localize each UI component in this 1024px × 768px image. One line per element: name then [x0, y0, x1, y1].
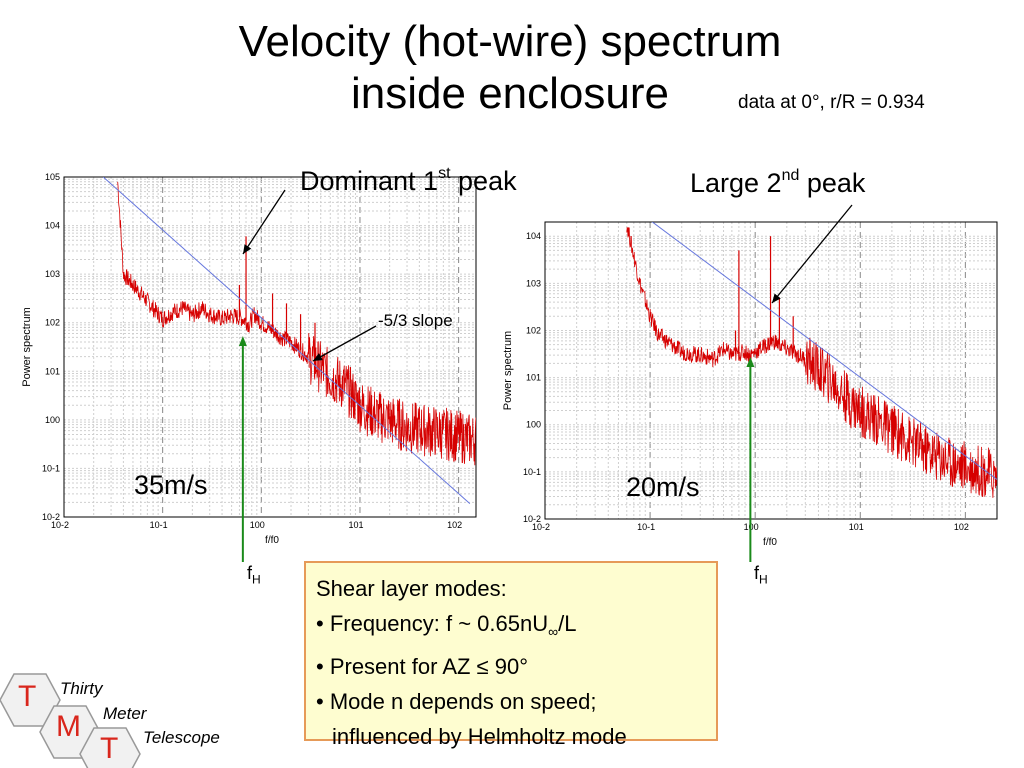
- logo-letter-t2: T: [100, 732, 119, 765]
- logo-word-meter: Meter: [103, 704, 147, 723]
- title-line-2: inside enclosure: [351, 69, 669, 118]
- fh-label-left: fH: [247, 563, 261, 587]
- fh-arrow-head: [238, 336, 247, 346]
- x-tick-label: 10-1: [637, 522, 655, 532]
- x-tick-label: 100: [250, 520, 265, 530]
- tmt-logo-hexagons: [0, 673, 141, 768]
- second-peak-callout: Large 2nd peak: [690, 167, 866, 198]
- y-tick-label: 10-2: [42, 512, 60, 522]
- notes-item-helmholtz: influenced by Helmholtz mode: [332, 724, 627, 750]
- logo-word-thirty: Thirty: [60, 679, 103, 698]
- y-tick-label: 10-1: [523, 467, 541, 477]
- speed-label-right: 20m/s: [626, 472, 700, 502]
- spectrum-line: [117, 181, 476, 466]
- x-tick-label: 102: [447, 520, 462, 530]
- data-condition-subtitle: data at 0°, r/R = 0.934: [738, 92, 925, 113]
- logo-letter-t1: T: [18, 680, 37, 713]
- plot-area: [102, 177, 476, 505]
- notes-item-frequency: • Frequency: f ~ 0.65nU∞/L: [316, 611, 577, 640]
- slope-arrow-head: [313, 353, 323, 361]
- logo-letter-m: M: [56, 710, 81, 743]
- title-line-1: Velocity (hot-wire) spectrum: [238, 17, 782, 66]
- x-tick-label: 10-2: [51, 520, 69, 530]
- slide-title: Velocity (hot-wire) spectrum inside encl…: [150, 16, 870, 120]
- first-peak-arrow-line: [242, 189, 286, 255]
- y-tick-label: 101: [526, 373, 541, 383]
- x-axis-label: f/f0: [265, 535, 279, 546]
- x-tick-label: 101: [348, 520, 363, 530]
- y-tick-label: 10-1: [42, 463, 60, 473]
- y-tick-label: 100: [45, 415, 60, 425]
- plot-frame: [63, 176, 477, 518]
- notes-item-az: • Present for AZ ≤ 90°: [316, 654, 528, 680]
- plot-area: [626, 222, 997, 498]
- x-tick-label: 10-1: [150, 520, 168, 530]
- y-tick-label: 102: [526, 325, 541, 335]
- slope-label: -5/3 slope: [378, 311, 453, 330]
- y-tick-label: 102: [45, 318, 60, 328]
- slope-line: [651, 222, 997, 480]
- x-tick-label: 10-2: [532, 522, 550, 532]
- y-tick-label: 105: [45, 172, 60, 182]
- spectrum-line: [626, 227, 997, 498]
- slope-arrow-line: [312, 325, 377, 362]
- y-tick-label: 10-2: [523, 514, 541, 524]
- fh-arrow-head: [746, 357, 755, 367]
- chart-1: 10-2 10-1 100 101 102 10-2 10-1 100 101 102 103 104…: [21, 172, 477, 546]
- y-axis-label: Power spectrum: [21, 307, 33, 386]
- y-tick-label: 104: [526, 231, 541, 241]
- slope-line: [102, 177, 471, 505]
- fh-label-right: fH: [754, 563, 768, 587]
- shear-layer-notes: Shear layer modes: • Frequency: f ~ 0.65…: [304, 561, 718, 749]
- y-axis-label: Power spectrum: [502, 331, 514, 410]
- y-tick-label: 101: [45, 366, 60, 376]
- y-tick-label: 100: [526, 420, 541, 430]
- second-peak-arrow-line: [771, 204, 853, 304]
- notes-heading: Shear layer modes:: [316, 576, 507, 601]
- speed-label-left: 35m/s: [134, 470, 208, 500]
- y-tick-label: 103: [526, 278, 541, 288]
- x-tick-label: 102: [954, 522, 969, 532]
- second-peak-arrow-head: [772, 293, 781, 303]
- first-peak-arrow-head: [243, 244, 252, 254]
- logo-word-telescope: Telescope: [143, 728, 220, 747]
- x-tick-label: 101: [849, 522, 864, 532]
- y-tick-label: 103: [45, 269, 60, 279]
- tmt-logo: T M T Thirty Meter Telescope: [0, 670, 260, 768]
- notes-item-mode: • Mode n depends on speed;: [316, 689, 597, 715]
- x-axis-label: f/f0: [763, 537, 777, 548]
- plot-frame: [544, 221, 998, 520]
- y-tick-label: 104: [45, 221, 60, 231]
- first-peak-callout: Dominant 1st peak: [300, 165, 517, 196]
